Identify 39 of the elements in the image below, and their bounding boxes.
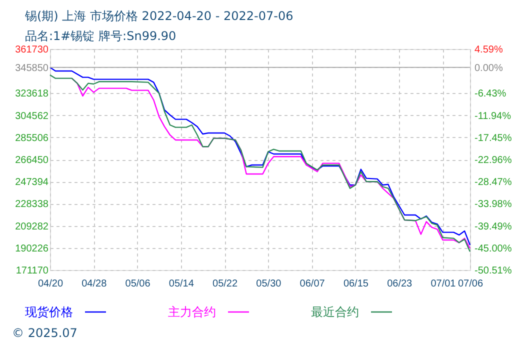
x-tick-label: 05/06	[125, 278, 151, 290]
x-tick-label: 05/14	[168, 278, 194, 290]
y2-tick-label: -28.47%	[474, 177, 512, 188]
y-tick-label: 323618	[15, 88, 49, 100]
y2-tick-label: -39.49%	[474, 221, 512, 232]
x-tick-label: 07/01	[430, 278, 456, 290]
legend-label: 主力合约	[168, 305, 216, 319]
x-tick-label: 04/28	[82, 278, 108, 290]
y-tick-label: 345850	[15, 62, 49, 74]
x-tick-label: 06/15	[343, 278, 369, 290]
y-tick-label: 228338	[15, 199, 49, 210]
chart-subtitle: 品名:1#锡锭 牌号:Sn99.90	[25, 29, 176, 43]
y2-tick-label: -22.96%	[474, 155, 512, 166]
y2-tick-label: 0.00%	[474, 62, 503, 74]
y2-tick-label: -33.98%	[474, 199, 512, 210]
y-tick-label: 266450	[15, 155, 49, 166]
x-tick-label: 05/30	[256, 278, 282, 290]
x-tick-label: 04/20	[38, 278, 64, 290]
y-tick-label: 190226	[15, 243, 49, 254]
y-tick-label: 285506	[15, 132, 49, 144]
y2-tick-label: -6.43%	[474, 88, 506, 100]
x-tick-label: 06/07	[300, 278, 326, 290]
y2-tick-label: -11.94%	[474, 110, 512, 122]
y2-tick-label: -45.00%	[474, 243, 512, 254]
chart-title: 锡(期) 上海 市场价格 2022-04-20 - 2022-07-06	[24, 9, 294, 23]
y2-tick-label: 4.59%	[474, 44, 503, 56]
y-tick-label: 247394	[15, 177, 49, 188]
legend-label: 最近合约	[311, 305, 359, 319]
x-tick-label: 06/23	[387, 278, 413, 290]
y-tick-label: 304562	[15, 110, 49, 122]
y2-tick-label: -17.45%	[474, 132, 512, 144]
legend-label: 现货价格	[25, 305, 73, 319]
y-tick-label: 209282	[15, 221, 49, 232]
text: © 2025.07	[12, 326, 78, 340]
x-tick-label: 07/06	[458, 278, 484, 290]
y-tick-label: 171170	[16, 266, 49, 276]
y-tick-label: 361730	[15, 44, 49, 56]
x-tick-label: 05/22	[212, 278, 238, 290]
y2-tick-label: -50.51%	[474, 266, 512, 276]
